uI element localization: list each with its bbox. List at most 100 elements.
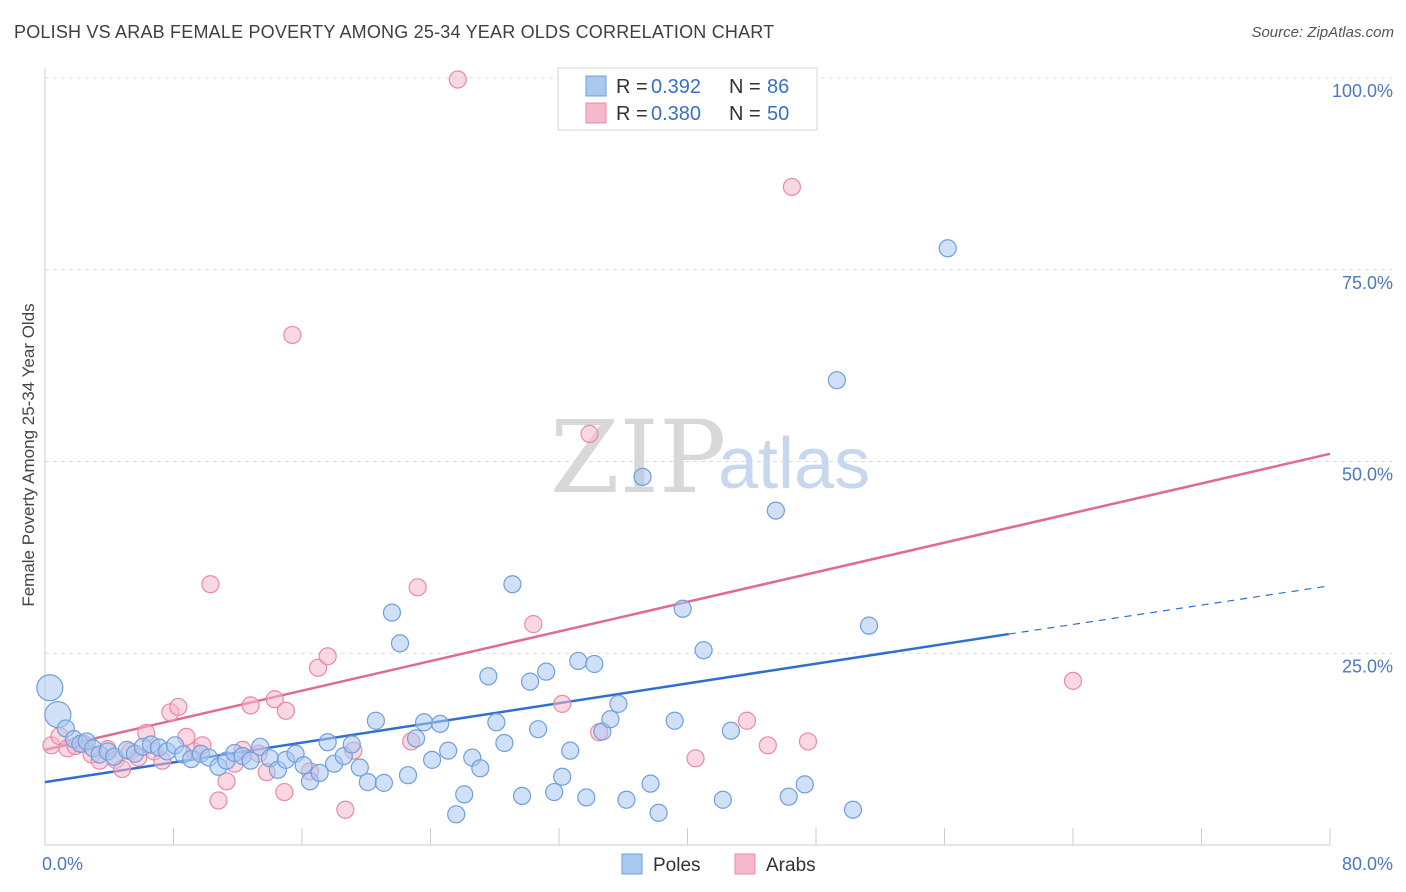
arabs-point — [276, 701, 296, 720]
arabs-point — [580, 424, 599, 443]
poles-point — [439, 741, 458, 760]
arabs-point — [318, 647, 337, 666]
legend-r-value-arabs: 0.380 — [651, 103, 701, 125]
poles-point — [795, 775, 814, 794]
chart-title: POLISH VS ARAB FEMALE POVERTY AMONG 25-3… — [14, 22, 775, 42]
legend-n-value-poles: 86 — [767, 76, 789, 98]
arabs-point — [782, 177, 802, 197]
poles-point — [694, 641, 713, 660]
source-label: Source: ZipAtlas.com — [1251, 24, 1394, 41]
poles-point — [641, 774, 660, 793]
arabs-point — [798, 732, 818, 751]
arabs-point — [169, 697, 188, 717]
legend-n-label-arabs: N = — [729, 103, 761, 125]
arabs-point — [283, 325, 302, 345]
arabs-point — [1063, 671, 1083, 690]
arabs-point — [209, 791, 228, 810]
arabs-point — [241, 696, 260, 715]
arabs-point — [758, 736, 777, 755]
y-tick-label: 25.0% — [1342, 656, 1393, 676]
bottom-legend-swatch-poles — [621, 853, 643, 875]
legend-r-label-arabs: R = — [616, 103, 648, 125]
poles-point — [601, 710, 620, 729]
poles-point — [310, 763, 329, 783]
poles-point — [350, 758, 369, 777]
legend-swatch-poles — [585, 75, 607, 97]
poles-trend-extension — [1008, 585, 1331, 635]
poles-point — [294, 756, 313, 775]
poles-point — [241, 751, 260, 770]
poles-point — [633, 467, 652, 486]
poles-point — [569, 651, 588, 671]
poles-point — [479, 667, 498, 686]
poles-point — [318, 733, 337, 752]
poles-point — [36, 674, 64, 702]
poles-point — [374, 773, 394, 792]
y-tick-label: 100.0% — [1332, 81, 1393, 101]
data-points — [36, 70, 1083, 824]
poles-point — [561, 741, 580, 760]
poles-point — [398, 766, 418, 785]
legend-r-label-poles: R = — [616, 76, 648, 98]
poles-point — [431, 714, 450, 733]
bottom-legend-label-poles: Poles — [653, 855, 701, 876]
arabs-point — [217, 772, 236, 791]
poles-point — [447, 805, 466, 824]
poles-point — [512, 786, 532, 806]
poles-point — [649, 803, 668, 822]
poles-point — [713, 790, 732, 809]
poles-point — [495, 733, 514, 753]
y-tick-label: 50.0% — [1342, 465, 1393, 485]
poles-point — [766, 501, 785, 520]
poles-point — [553, 767, 572, 786]
poles-point — [487, 713, 506, 732]
poles-point — [471, 759, 490, 778]
y-axis-label: Female Poverty Among 25-34 Year Olds — [19, 303, 38, 606]
poles-point — [779, 787, 798, 806]
arabs-point — [524, 615, 543, 634]
y-tick-label: 75.0% — [1342, 273, 1393, 293]
arabs-point — [553, 694, 572, 713]
arabs-point — [737, 711, 757, 730]
legend-r-value-poles: 0.392 — [651, 76, 701, 98]
poles-point — [366, 711, 385, 730]
arabs-point — [336, 800, 355, 819]
poles-point — [382, 603, 402, 622]
poles-point — [609, 694, 628, 713]
x-tick-label-max: 80.0% — [1342, 854, 1393, 874]
legend-swatch-arabs — [585, 102, 607, 124]
bottom-legend-swatch-arabs — [734, 853, 756, 875]
poles-point — [673, 599, 692, 618]
arabs-point — [408, 578, 427, 597]
poles-point — [721, 721, 740, 740]
series-legend: Poles Arabs — [621, 853, 816, 876]
legend-n-label-poles: N = — [729, 76, 761, 98]
poles-point — [585, 654, 604, 674]
x-tick-label-min: 0.0% — [42, 854, 83, 874]
correlation-legend: R = 0.392 N = 86 R = 0.380 N = 50 — [557, 67, 818, 131]
poles-point — [537, 662, 556, 681]
poles-point — [390, 634, 410, 653]
poles-point — [827, 371, 846, 390]
arabs-point — [275, 782, 294, 802]
poles-point — [406, 729, 426, 748]
poles-point — [520, 672, 540, 691]
poles-point — [358, 773, 377, 792]
watermark-atlas: atlas — [718, 424, 870, 504]
watermark-zip: ZIP — [550, 399, 726, 516]
poles-point — [859, 616, 879, 635]
poles-point — [545, 782, 564, 802]
arabs-point — [448, 70, 467, 89]
poles-point — [843, 800, 863, 819]
poles-point — [617, 790, 636, 809]
poles-point — [665, 711, 684, 730]
poles-point — [455, 785, 474, 804]
arabs-point — [686, 749, 705, 768]
arabs-point — [265, 690, 284, 709]
poles-point — [529, 720, 548, 739]
poles-point — [503, 575, 522, 594]
legend-n-value-arabs: 50 — [767, 103, 789, 125]
poles-point — [342, 735, 361, 754]
x-tick-labels: 0.0% 80.0% — [42, 854, 1393, 874]
